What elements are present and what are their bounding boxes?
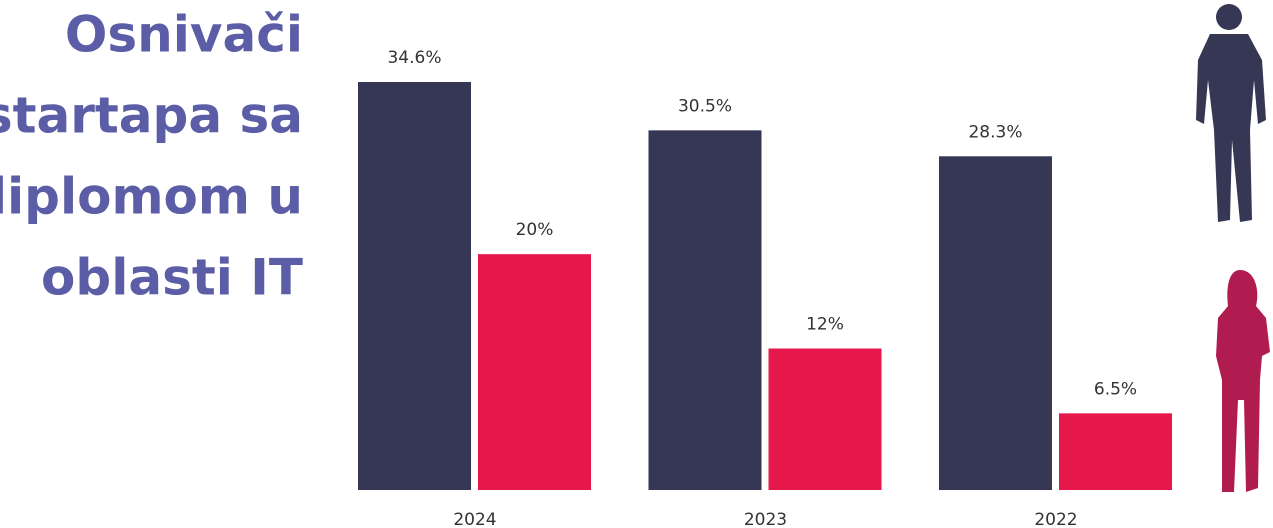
x-tick-label: 2022 [1034,510,1077,528]
woman-silhouette [1216,270,1270,492]
bar [939,156,1052,491]
man-silhouette [1196,4,1266,222]
x-tick-label: 2024 [453,510,496,528]
bar [358,82,471,490]
value-label: 30.5% [678,96,732,116]
chart-title: startapa sa [0,87,303,145]
chart-title: oblasti IT [41,249,303,307]
bar [478,254,591,490]
value-label: 20% [516,220,554,240]
chart-title: Osnivači [65,6,303,64]
value-label: 12% [806,314,844,334]
value-label: 28.3% [968,122,1022,142]
value-label: 34.6% [387,48,441,68]
value-label: 6.5% [1094,379,1137,399]
chart-title: diplomom u [0,168,303,226]
bar [768,348,882,490]
x-tick-label: 2023 [744,510,787,528]
bar [1059,413,1172,490]
bar [648,130,762,491]
